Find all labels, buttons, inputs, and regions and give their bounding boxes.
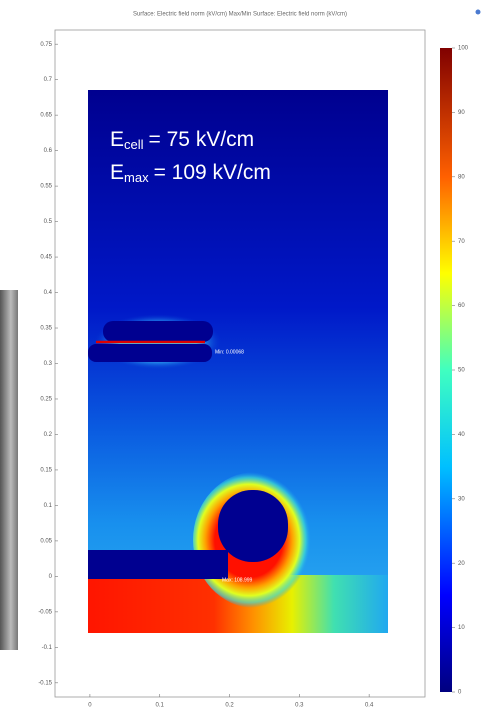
y-tick-label: 0.25 bbox=[40, 397, 52, 403]
colorbar-tick-label: 80 bbox=[458, 174, 465, 180]
electrode-tip bbox=[218, 490, 288, 562]
colorbar-tick-label: 70 bbox=[458, 239, 465, 245]
y-tick-label: -0.05 bbox=[38, 609, 52, 615]
y-tick-label: 0.7 bbox=[44, 77, 53, 83]
colorbar-tick-label: 0 bbox=[458, 690, 462, 696]
x-tick-label: 0.3 bbox=[295, 703, 304, 709]
y-tick-label: 0 bbox=[49, 574, 53, 580]
colorbar-tick-label: 40 bbox=[458, 432, 465, 438]
colorbar bbox=[440, 48, 452, 692]
symbol: E bbox=[110, 161, 124, 184]
y-tick-label: 0.65 bbox=[40, 113, 52, 119]
annotations: Ecell = 75 kV/cm Emax = 109 kV/cm bbox=[110, 128, 271, 186]
colorbar-tick-label: 90 bbox=[458, 110, 465, 116]
y-tick-label: 0.2 bbox=[44, 432, 53, 438]
x-tick-label: 0 bbox=[88, 703, 92, 709]
electrode bbox=[88, 344, 212, 362]
chart-title: Surface: Electric field norm (kV/cm) Max… bbox=[133, 12, 347, 18]
subscript: max bbox=[124, 170, 149, 185]
y-tick-label: 0.3 bbox=[44, 361, 53, 367]
y-tick-label: 0.5 bbox=[44, 219, 53, 225]
subscript: cell bbox=[124, 137, 144, 152]
colorbar-tick-label: 100 bbox=[458, 46, 469, 52]
text: = 109 kV/cm bbox=[154, 161, 271, 184]
min-label: Min: 0.00068 bbox=[215, 349, 244, 355]
x-tick-label: 0.2 bbox=[225, 703, 234, 709]
colorbar-tick-label: 30 bbox=[458, 496, 465, 502]
max-label: Max: 108.999 bbox=[222, 577, 253, 583]
y-tick-label: 0.45 bbox=[40, 255, 52, 261]
x-tick-label: 0.1 bbox=[156, 703, 165, 709]
colorbar-tick-label: 50 bbox=[458, 368, 465, 374]
y-tick-label: 0.4 bbox=[44, 290, 53, 296]
electrode bbox=[88, 550, 228, 579]
symbol: E bbox=[110, 128, 124, 151]
y-tick-label: 0.35 bbox=[40, 326, 52, 332]
y-tick-label: -0.1 bbox=[42, 645, 53, 651]
text: = 75 kV/cm bbox=[149, 128, 255, 151]
y-tick-label: 0.15 bbox=[40, 468, 52, 474]
photo-strip bbox=[0, 290, 18, 650]
icon bbox=[475, 9, 481, 15]
annotation: Emax = 109 kV/cm bbox=[110, 161, 271, 186]
y-tick-label: 0.55 bbox=[40, 184, 52, 190]
y-tick-label: 0.75 bbox=[40, 42, 52, 48]
electrode bbox=[103, 321, 213, 342]
y-tick-label: -0.15 bbox=[38, 680, 52, 686]
field bbox=[88, 90, 388, 633]
colorbar-tick-label: 60 bbox=[458, 303, 465, 309]
annotation: Ecell = 75 kV/cm bbox=[110, 128, 254, 153]
colorbar-tick-label: 20 bbox=[458, 561, 465, 567]
y-tick-label: 0.6 bbox=[44, 148, 53, 154]
y-tick-label: 0.05 bbox=[40, 538, 52, 544]
y-tick-label: 0.1 bbox=[44, 503, 53, 509]
x-tick-label: 0.4 bbox=[365, 703, 374, 709]
colorbar-tick-label: 10 bbox=[458, 625, 465, 631]
